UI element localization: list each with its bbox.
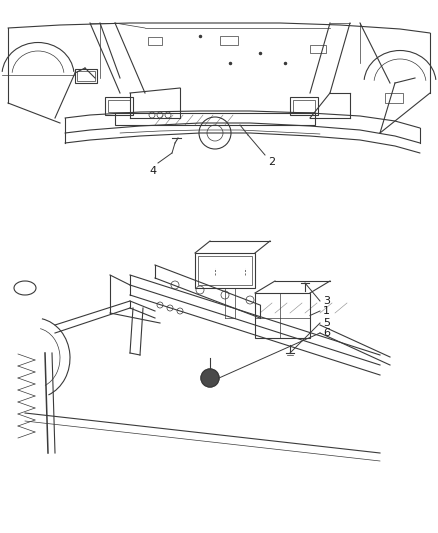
Bar — [115, 113, 315, 125]
Bar — [293, 100, 315, 112]
Bar — [385, 93, 403, 103]
Bar — [220, 36, 238, 45]
Bar — [105, 97, 133, 115]
Bar — [290, 97, 318, 115]
Text: 3: 3 — [323, 296, 330, 306]
Text: 6: 6 — [323, 328, 330, 338]
Bar — [310, 45, 326, 53]
Bar — [255, 293, 310, 338]
Text: 5: 5 — [323, 318, 330, 328]
Bar — [198, 256, 252, 285]
Bar — [195, 253, 255, 288]
Text: 1: 1 — [323, 306, 330, 316]
Bar — [148, 37, 162, 45]
Text: 2: 2 — [268, 157, 275, 167]
Bar — [75, 69, 97, 83]
Circle shape — [201, 369, 219, 387]
Text: 4: 4 — [149, 166, 156, 176]
Bar — [77, 71, 95, 81]
Bar — [108, 100, 130, 112]
